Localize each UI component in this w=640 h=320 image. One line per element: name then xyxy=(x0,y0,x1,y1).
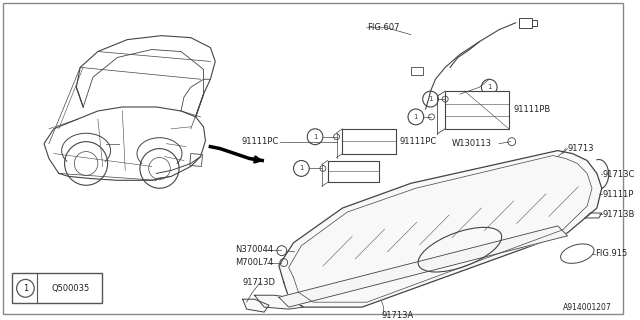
Bar xyxy=(532,20,537,26)
Text: 1: 1 xyxy=(413,114,418,120)
Text: N370044: N370044 xyxy=(235,245,273,254)
Text: M700L74: M700L74 xyxy=(235,258,273,267)
Bar xyxy=(342,129,396,154)
Text: 91713: 91713 xyxy=(568,144,594,153)
Text: 1: 1 xyxy=(487,84,492,90)
Text: FIG.607: FIG.607 xyxy=(367,23,399,32)
Text: 91713C: 91713C xyxy=(603,170,635,179)
Text: 1: 1 xyxy=(313,134,317,140)
Bar xyxy=(328,161,379,182)
Text: 91111PB: 91111PB xyxy=(514,106,551,115)
Polygon shape xyxy=(255,295,303,309)
Bar xyxy=(12,274,102,303)
Bar xyxy=(411,68,422,75)
Text: A914001207: A914001207 xyxy=(563,303,612,312)
Text: 91713B: 91713B xyxy=(603,210,635,219)
Text: 91111PC: 91111PC xyxy=(242,137,279,146)
Text: FIG.915: FIG.915 xyxy=(595,249,627,258)
Bar xyxy=(445,91,509,129)
Text: 1: 1 xyxy=(23,284,28,293)
Polygon shape xyxy=(243,299,269,312)
Text: Q500035: Q500035 xyxy=(51,284,90,293)
Text: 91713D: 91713D xyxy=(243,278,276,287)
Text: W130113: W130113 xyxy=(452,139,492,148)
Polygon shape xyxy=(279,151,602,307)
Text: 91713A: 91713A xyxy=(381,310,414,320)
Bar xyxy=(518,18,532,28)
Text: 1: 1 xyxy=(428,96,433,102)
Text: 91111P: 91111P xyxy=(603,190,634,199)
Text: 1: 1 xyxy=(299,165,303,172)
Bar xyxy=(190,154,202,166)
Text: 91111PC: 91111PC xyxy=(399,137,436,146)
Polygon shape xyxy=(279,226,568,307)
